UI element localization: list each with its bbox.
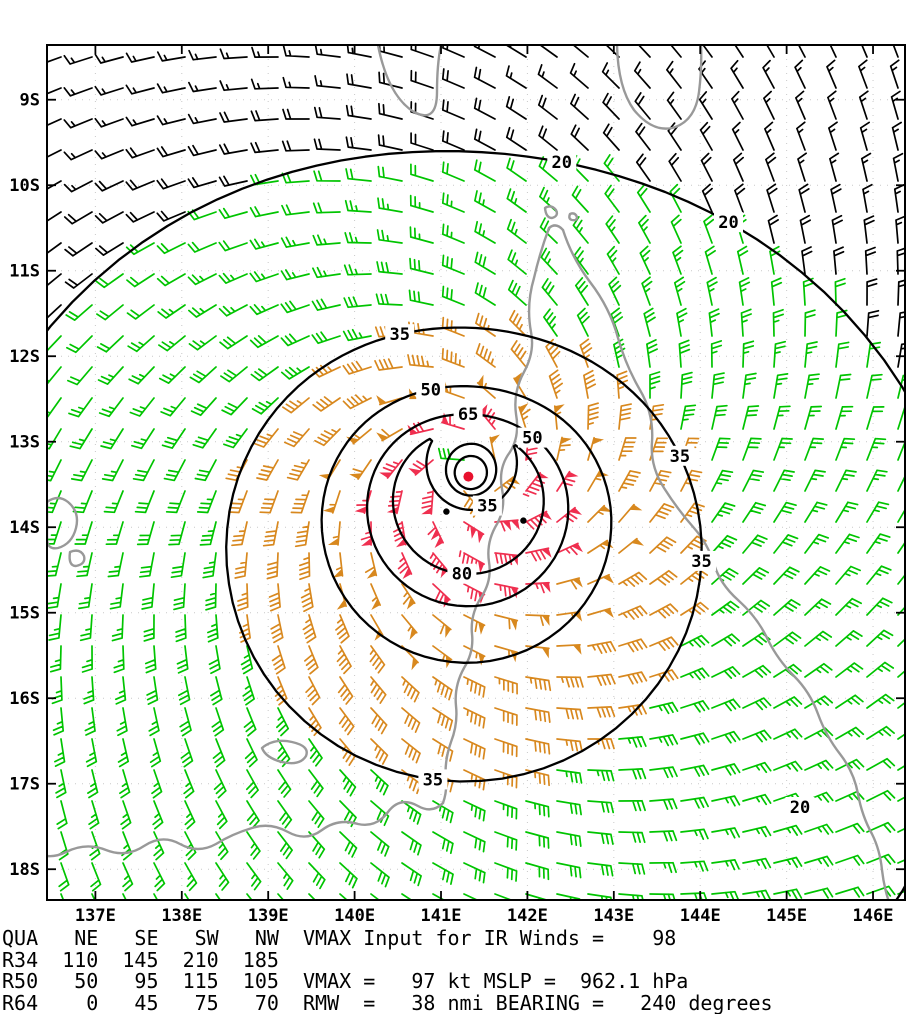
r64-ne: 0	[86, 990, 99, 1014]
svg-text:11S: 11S	[9, 262, 40, 282]
r50-se: 95	[134, 969, 159, 993]
r50-nw: 105	[242, 969, 279, 993]
svg-text:145E: 145E	[766, 906, 807, 926]
stats-row-r50: R50 50 95 115 105 VMAX = 97 kt MSLP = 962.1 h…	[2, 969, 917, 993]
r34-sw: 210	[182, 947, 219, 972]
stats-row-qua: QUA NE SE SW NW VMAX Input for IR Winds = 98	[2, 926, 917, 950]
vmax-input-text: VMAX Input for IR Winds = 98	[303, 926, 677, 950]
svg-text:10S: 10S	[9, 176, 40, 196]
svg-text:50: 50	[522, 429, 542, 449]
svg-text:65: 65	[458, 405, 478, 425]
contour-labels: 20 20 35 35 35 35 50 65 20 80 50 35	[385, 152, 815, 818]
quadrant-sw: SW	[194, 926, 219, 950]
r34-nw: 185	[242, 947, 279, 972]
svg-text:13S: 13S	[9, 433, 40, 453]
svg-text:20: 20	[718, 213, 738, 233]
quadrant-ne: NE	[74, 926, 99, 950]
row-label: R50	[2, 969, 39, 993]
svg-text:140E: 140E	[334, 906, 375, 926]
svg-text:143E: 143E	[593, 906, 634, 926]
graticule	[47, 45, 905, 900]
svg-text:146E: 146E	[853, 906, 894, 926]
axis-tick-labels: 137E 138E 139E 140E 141E 142E 143E 144E 145E 146E…	[9, 91, 893, 926]
svg-text:80: 80	[452, 565, 472, 585]
svg-text:138E: 138E	[161, 906, 202, 926]
vmax-mslp-text: VMAX = 97 kt MSLP = 962.1 hPa	[303, 969, 689, 993]
stats-row-r64: R64 0 45 75 70 RMW = 38 nmi BEARING = 240 deg…	[2, 990, 917, 1014]
svg-text:18S: 18S	[9, 860, 40, 880]
row-label: R34	[2, 947, 39, 972]
storm-center-markers	[443, 471, 527, 524]
svg-text:141E: 141E	[421, 906, 462, 926]
svg-text:12S: 12S	[9, 347, 40, 367]
svg-text:20: 20	[790, 798, 810, 818]
wind-analysis-map: 20 20 35 35 35 35 50 65 20 80 50 35 137E 138E 139E 140E…	[0, 0, 919, 928]
quadrant-nw: NW	[254, 926, 279, 950]
svg-text:16S: 16S	[9, 689, 40, 709]
svg-text:35: 35	[423, 770, 443, 790]
svg-text:35: 35	[389, 325, 409, 345]
svg-text:20: 20	[552, 153, 572, 173]
svg-text:17S: 17S	[9, 775, 40, 795]
svg-text:142E: 142E	[507, 906, 548, 926]
coastline	[47, 45, 890, 900]
r50-ne: 50	[74, 969, 99, 993]
wind-barbs-below-20	[47, 45, 905, 368]
map-frame	[46, 44, 906, 901]
svg-text:137E: 137E	[75, 906, 116, 926]
row-label: QUA	[2, 926, 39, 950]
r34-ne: 110	[62, 947, 99, 972]
r64-sw: 75	[194, 990, 219, 1014]
r64-se: 45	[134, 990, 159, 1014]
svg-text:15S: 15S	[9, 604, 40, 624]
svg-text:14S: 14S	[9, 518, 40, 538]
rmw-bearing-text: RMW = 38 nmi BEARING = 240 degrees	[303, 990, 773, 1014]
svg-text:35: 35	[670, 447, 690, 467]
map-background	[0, 0, 919, 928]
svg-text:35: 35	[691, 552, 711, 572]
stats-row-r34: R34 110 145 210 185	[2, 947, 917, 972]
svg-text:50: 50	[420, 381, 440, 401]
axis-ticks	[47, 45, 905, 900]
r64-nw: 70	[254, 990, 279, 1014]
svg-text:139E: 139E	[248, 906, 289, 926]
r34-se: 145	[122, 947, 159, 972]
svg-text:9S: 9S	[20, 91, 40, 111]
quadrant-se: SE	[134, 926, 159, 950]
svg-text:35: 35	[477, 497, 497, 517]
r50-sw: 115	[182, 969, 219, 993]
row-label: R64	[2, 990, 39, 1014]
stats-block: QUA NE SE SW NW VMAX Input for IR Winds = 98 …	[2, 926, 917, 1014]
svg-text:144E: 144E	[680, 906, 721, 926]
